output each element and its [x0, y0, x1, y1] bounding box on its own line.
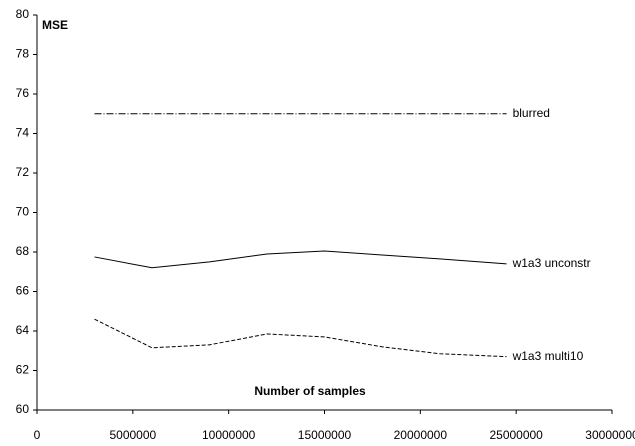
y-tick-label: 62 [16, 363, 30, 377]
series-line [94, 318, 507, 358]
y-tick-label: 78 [16, 47, 30, 61]
series-line [94, 250, 507, 269]
series-label: blurred [513, 106, 550, 120]
y-tick-label: 60 [16, 402, 30, 416]
y-tick-label: 66 [16, 284, 30, 298]
x-tick-label: 25000000 [489, 428, 543, 442]
x-axis-title: Number of samples [254, 384, 366, 398]
y-tick-label: 76 [16, 86, 30, 100]
series-label: w1a3 unconstr [512, 256, 591, 270]
x-tick-label: 10000000 [202, 428, 256, 442]
y-tick-label: 68 [16, 244, 30, 258]
x-tick-label: 0 [34, 428, 41, 442]
y-tick-label: 74 [16, 126, 30, 140]
x-tick-label: 5000000 [109, 428, 156, 442]
y-tick-label: 70 [16, 205, 30, 219]
y-tick-label: 80 [16, 7, 30, 21]
y-tick-label: 72 [16, 165, 30, 179]
y-axis-title: MSE [42, 18, 68, 32]
x-tick-label: 20000000 [394, 428, 448, 442]
x-tick-label: 30000000 [585, 428, 635, 442]
x-tick-label: 15000000 [298, 428, 352, 442]
y-tick-label: 64 [16, 323, 30, 337]
series-label: w1a3 multi10 [512, 349, 584, 363]
